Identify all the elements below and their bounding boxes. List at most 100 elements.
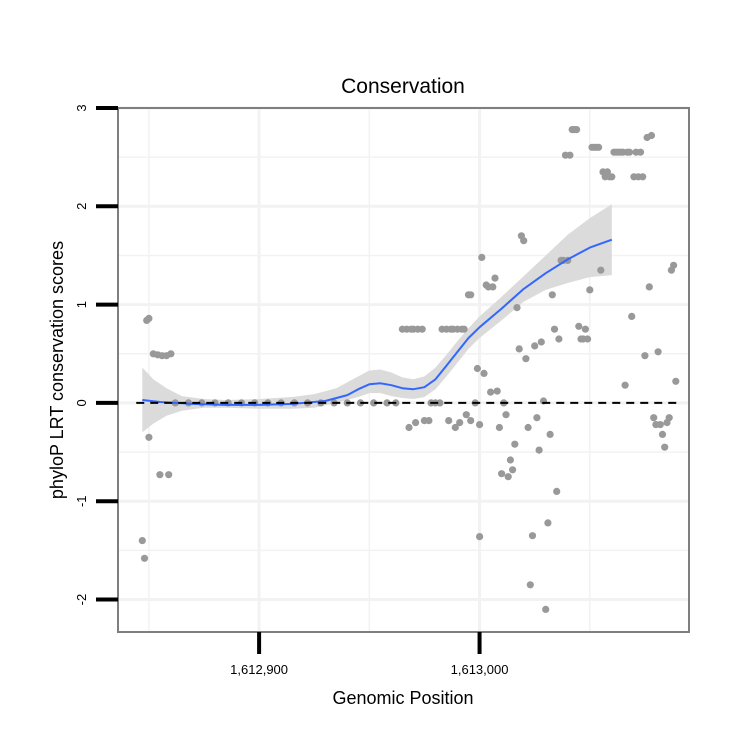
data-point <box>548 291 556 299</box>
data-point <box>476 421 484 429</box>
data-point <box>647 131 656 140</box>
data-point <box>526 581 534 589</box>
data-point <box>383 399 391 407</box>
data-point <box>555 335 563 343</box>
data-point <box>498 470 506 478</box>
data-point <box>658 430 667 438</box>
data-point <box>581 325 590 333</box>
data-point <box>138 537 146 545</box>
smooth-trend-line <box>142 238 613 406</box>
data-point <box>504 473 512 481</box>
data-point <box>476 533 484 541</box>
y-tick-label: -1 <box>74 495 89 507</box>
y-tick-label: 0 <box>74 399 89 406</box>
data-point <box>645 283 653 291</box>
confidence-ribbon <box>142 204 612 433</box>
grid <box>118 106 689 632</box>
plot-frame <box>117 107 690 633</box>
data-point <box>544 519 552 527</box>
data-point <box>489 283 497 291</box>
data-point <box>595 143 603 151</box>
data-point <box>467 291 475 299</box>
data-point <box>506 456 514 464</box>
data-point <box>672 377 680 385</box>
data-point <box>665 414 673 422</box>
data-point <box>145 433 153 441</box>
data-point <box>405 423 413 432</box>
data-point <box>167 350 175 358</box>
y-tick-label: 3 <box>74 104 89 111</box>
data-point <box>508 466 517 474</box>
data-point <box>480 369 488 377</box>
points-layer <box>138 126 680 614</box>
data-point <box>628 312 636 320</box>
data-point <box>412 419 420 427</box>
data-point <box>621 381 629 389</box>
data-point <box>625 148 634 156</box>
data-point <box>436 399 444 407</box>
data-point <box>370 399 378 407</box>
data-point <box>425 417 433 425</box>
x-tick-label: 1,613,000 <box>451 662 509 677</box>
data-point <box>553 487 561 495</box>
data-point <box>418 325 426 333</box>
confidence-band <box>142 204 612 433</box>
data-point <box>654 348 662 356</box>
data-point <box>566 151 574 159</box>
data-point <box>528 532 537 540</box>
y-axis: -2 -1 0 1 2 3 <box>74 104 118 605</box>
data-point <box>670 261 678 269</box>
data-point <box>586 286 594 294</box>
chart-title: Conservation <box>341 75 465 98</box>
data-point <box>522 355 530 363</box>
data-point <box>520 237 528 245</box>
data-point <box>491 274 499 282</box>
x-axis-title: Genomic Position <box>332 688 473 708</box>
data-point <box>145 314 153 322</box>
data-point <box>535 446 543 454</box>
data-point <box>487 388 495 396</box>
data-point <box>650 414 658 422</box>
data-point <box>140 554 149 562</box>
data-point <box>641 352 649 360</box>
data-point <box>656 421 664 429</box>
x-axis: 1,612,900 1,613,000 <box>230 632 508 677</box>
y-tick-label: 1 <box>74 301 89 308</box>
x-tick-label: 1,612,900 <box>230 662 288 677</box>
data-point <box>156 471 164 479</box>
data-point <box>495 423 503 432</box>
y-axis-title: phyloP LRT conservation scores <box>47 241 67 499</box>
data-point <box>456 419 464 427</box>
data-point <box>165 471 173 479</box>
data-point <box>515 345 523 353</box>
data-point <box>597 266 605 274</box>
data-point <box>445 417 453 425</box>
data-point <box>550 325 559 333</box>
data-point <box>462 411 470 419</box>
data-point <box>661 443 669 451</box>
data-point <box>467 417 475 425</box>
data-point <box>639 173 647 181</box>
data-point <box>636 148 645 156</box>
data-point <box>584 335 592 343</box>
data-point <box>542 605 550 614</box>
data-point <box>575 322 583 330</box>
data-point <box>537 338 545 346</box>
data-point <box>546 430 554 438</box>
data-point <box>608 173 616 181</box>
y-tick-label: 2 <box>74 203 89 210</box>
data-point <box>493 387 501 395</box>
data-point <box>573 126 581 134</box>
trend-line-layer <box>142 238 613 406</box>
data-point <box>460 325 468 333</box>
data-point <box>502 411 510 419</box>
data-point <box>531 342 539 350</box>
data-point <box>473 364 481 373</box>
data-point <box>533 414 541 422</box>
data-point <box>513 304 521 312</box>
data-point <box>478 253 486 261</box>
data-point <box>524 423 532 432</box>
data-point <box>511 440 519 448</box>
data-point <box>451 423 459 432</box>
